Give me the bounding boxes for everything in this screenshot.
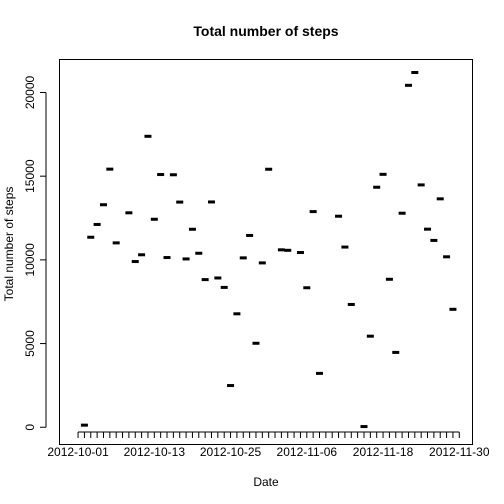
data-point bbox=[417, 183, 425, 187]
data-point bbox=[93, 222, 101, 226]
data-point bbox=[252, 341, 260, 345]
data-point bbox=[227, 384, 235, 388]
data-point bbox=[296, 251, 304, 255]
data-point bbox=[233, 312, 241, 316]
y-axis: 0 5000 10000 15000 20000 bbox=[23, 75, 47, 431]
data-point bbox=[449, 307, 457, 311]
data-point bbox=[163, 256, 171, 260]
data-point bbox=[316, 371, 324, 375]
x-tick-label: 2012-11-30 bbox=[429, 445, 490, 459]
data-point bbox=[188, 227, 196, 231]
data-point bbox=[144, 134, 152, 138]
data-point bbox=[214, 276, 222, 280]
data-point bbox=[309, 210, 317, 214]
data-point bbox=[157, 173, 165, 177]
x-tick-label: 2012-10-25 bbox=[200, 445, 262, 459]
y-axis-label: Total number of steps bbox=[2, 187, 16, 302]
data-point bbox=[106, 167, 114, 171]
data-point bbox=[220, 285, 228, 289]
data-point bbox=[392, 350, 400, 354]
data-point bbox=[207, 200, 215, 204]
y-tick-label: 0 bbox=[23, 424, 37, 431]
data-point bbox=[239, 256, 247, 260]
data-point bbox=[347, 302, 355, 306]
data-point bbox=[195, 251, 203, 255]
data-point bbox=[246, 233, 254, 237]
data-point bbox=[201, 278, 209, 282]
data-point bbox=[99, 203, 107, 207]
data-point bbox=[424, 227, 432, 231]
data-point bbox=[176, 200, 184, 204]
data-point bbox=[169, 173, 177, 177]
data-point bbox=[112, 241, 120, 245]
x-axis-label: Date bbox=[253, 475, 279, 489]
data-point bbox=[436, 197, 444, 201]
data-point bbox=[379, 172, 387, 176]
x-axis: 2012-10-01 2012-10-13 2012-10-25 2012-11-06… bbox=[47, 431, 490, 459]
data-point bbox=[258, 261, 266, 265]
data-point bbox=[138, 253, 146, 257]
data-point bbox=[335, 214, 343, 218]
data-point bbox=[341, 245, 349, 249]
x-tick-label: 2012-10-01 bbox=[47, 445, 109, 459]
data-point bbox=[265, 167, 273, 171]
data-point bbox=[385, 277, 393, 281]
y-tick-label: 10000 bbox=[23, 243, 37, 277]
y-tick-label: 5000 bbox=[23, 330, 37, 357]
data-point bbox=[443, 255, 451, 259]
data-point bbox=[411, 70, 419, 74]
x-tick-label: 2012-11-18 bbox=[353, 445, 414, 459]
data-point bbox=[360, 425, 368, 429]
data-point bbox=[430, 238, 438, 242]
x-tick-label: 2012-11-06 bbox=[277, 445, 338, 459]
data-point bbox=[80, 423, 88, 427]
data-point bbox=[277, 248, 285, 252]
y-tick-label: 15000 bbox=[23, 159, 37, 193]
data-point bbox=[373, 185, 381, 189]
data-point bbox=[150, 217, 158, 221]
data-point bbox=[284, 248, 292, 252]
data-point bbox=[366, 334, 374, 338]
x-tick-label: 2012-10-13 bbox=[124, 445, 186, 459]
data-point bbox=[398, 211, 406, 215]
data-points bbox=[80, 70, 457, 429]
data-point bbox=[87, 235, 95, 239]
y-tick-label: 20000 bbox=[23, 75, 37, 109]
data-point bbox=[182, 257, 190, 261]
data-point bbox=[404, 83, 412, 87]
data-point bbox=[125, 211, 133, 215]
chart-title: Total number of steps bbox=[193, 23, 338, 39]
plot-frame bbox=[59, 59, 473, 445]
data-point bbox=[303, 286, 311, 290]
data-point bbox=[131, 260, 139, 264]
